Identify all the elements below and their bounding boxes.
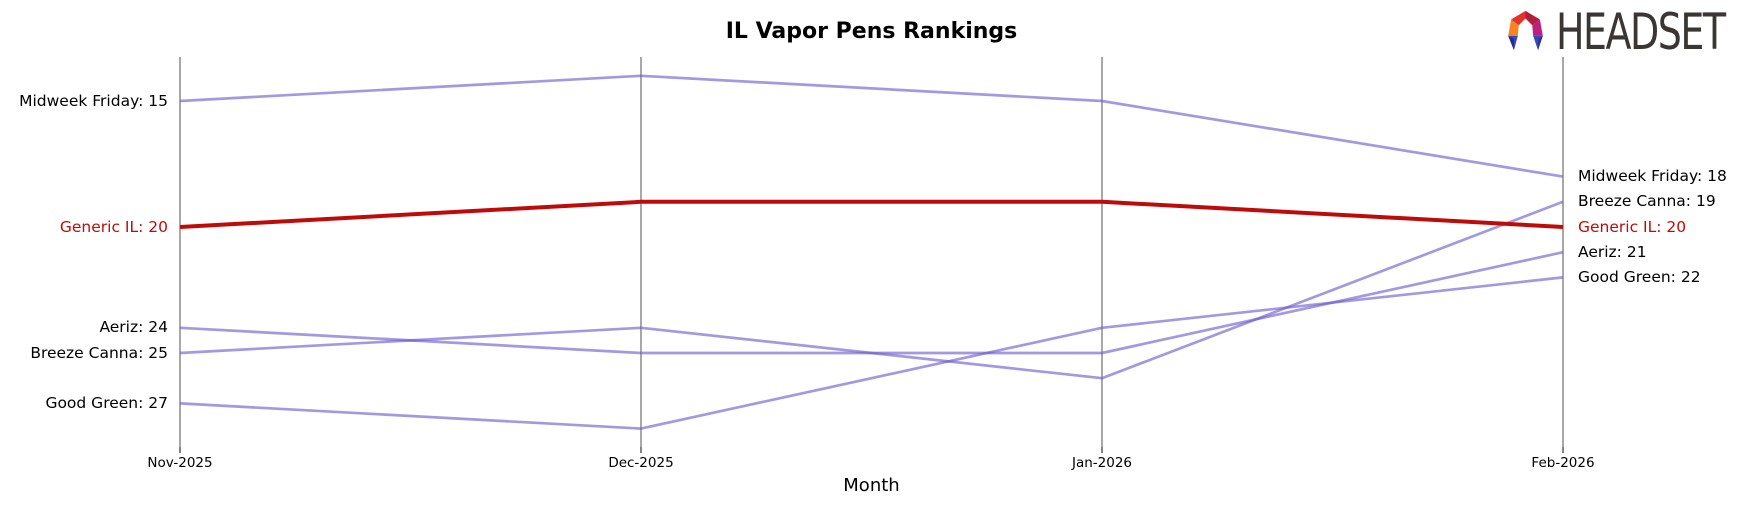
series-line-generic-il [179,199,1564,229]
x-tick-label-dec-2025: Dec-2025 [608,455,674,471]
chart-title: IL Vapor Pens Rankings [725,19,1018,44]
series-line-good-green [179,276,1564,430]
series-line-aeriz [179,250,1564,355]
brand-wordmark: HEADSET [1556,3,1726,61]
x-tick-label-jan-2026: Jan-2026 [1071,455,1133,471]
left-series-label-good-green: Good Green: 27 [45,393,168,412]
brand-logo: HEADSET [1502,7,1747,57]
right-series-label-aeriz: Aeriz: 21 [1578,242,1647,261]
x-tick-label-nov-2025: Nov-2025 [147,455,213,471]
left-series-label-generic-il: Generic IL: 20 [59,217,168,236]
right-series-label-generic-il: Generic IL: 20 [1578,217,1687,236]
series-line-midweek-friday [179,74,1564,178]
right-series-label-good-green: Good Green: 22 [1578,267,1701,286]
x-tick-label-feb-2026: Feb-2026 [1531,455,1595,471]
x-axis-title: Month [843,475,900,496]
left-series-label-midweek-friday: Midweek Friday: 15 [19,91,168,110]
left-series-label-aeriz: Aeriz: 24 [99,318,168,337]
left-series-label-breeze-canna: Breeze Canna: 25 [30,343,168,362]
series-line-breeze-canna [179,200,1564,380]
right-series-label-midweek-friday: Midweek Friday: 18 [1578,167,1727,186]
headset-logo-icon [1508,10,1543,51]
right-series-label-breeze-canna: Breeze Canna: 19 [1578,192,1716,211]
